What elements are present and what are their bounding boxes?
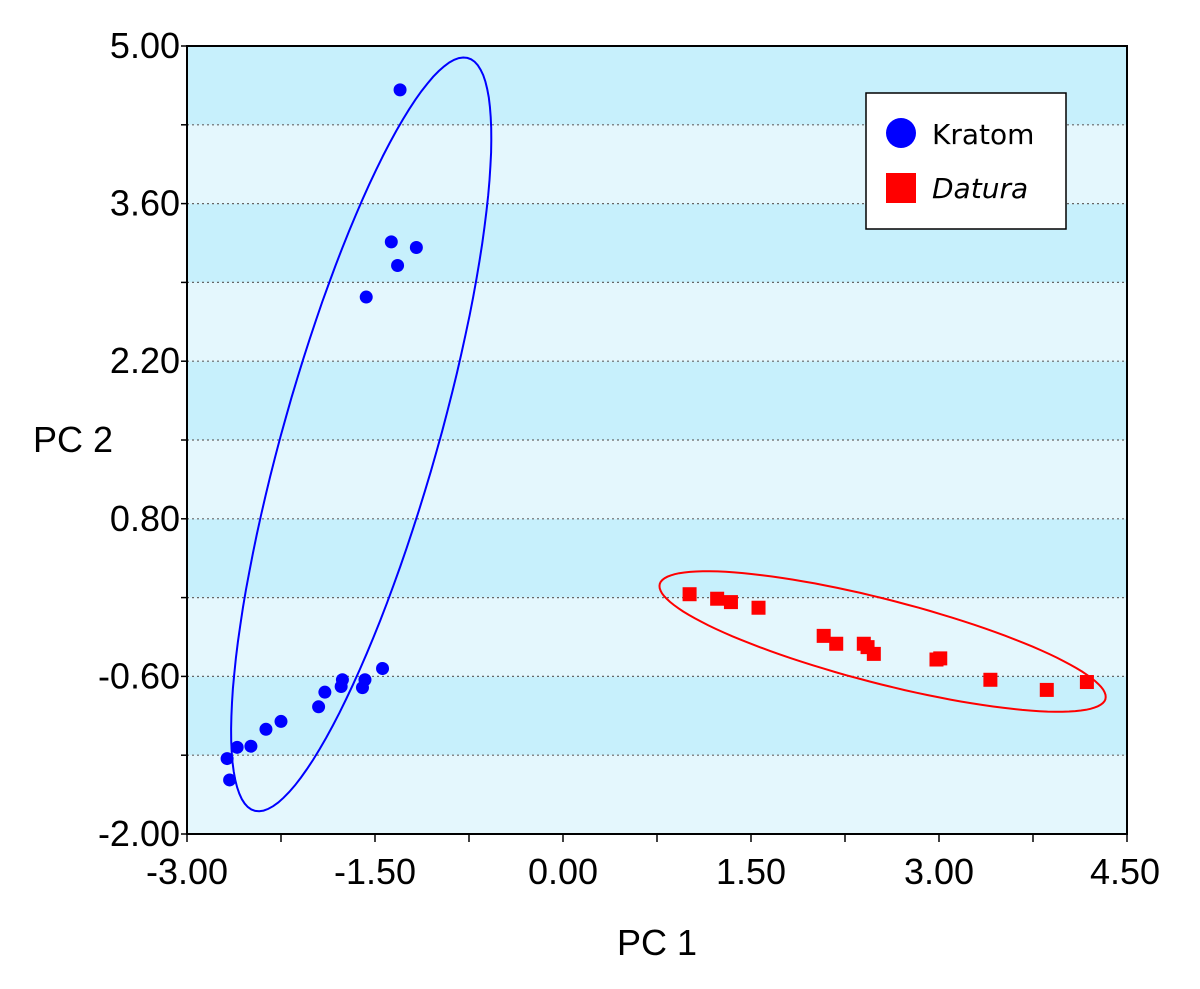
datura-point <box>682 587 697 602</box>
legend-datura-label: Datura <box>932 172 1028 205</box>
datura-point <box>1039 682 1054 697</box>
x-axis-title: PC 1 <box>617 922 697 963</box>
plot-background <box>187 46 1127 834</box>
x-tick-label: 3.00 <box>904 851 974 892</box>
kratom-point <box>220 752 234 766</box>
plot-band <box>187 361 1127 440</box>
x-tick-label: -3.00 <box>146 851 228 892</box>
y-tick-label: 2.20 <box>110 340 180 381</box>
legend-kratom-label: Kratom <box>932 118 1034 151</box>
x-tick-label: 0.00 <box>528 851 598 892</box>
datura-point <box>1079 675 1094 690</box>
datura-point <box>816 628 831 643</box>
datura-point <box>933 651 948 666</box>
legend-kratom-marker <box>886 118 916 148</box>
kratom-point <box>318 685 332 699</box>
kratom-point <box>312 700 326 714</box>
x-tick-label: 1.50 <box>716 851 786 892</box>
plot-band <box>187 440 1127 519</box>
kratom-point <box>230 740 244 754</box>
axis-ticks <box>181 45 1128 842</box>
y-axis-tick-labels: 5.00 3.60 2.20 0.80 -0.60 -2.00 <box>98 25 180 854</box>
legend-datura-marker <box>886 173 916 203</box>
y-tick-label: -2.00 <box>98 813 180 854</box>
kratom-point <box>391 259 405 273</box>
kratom-point <box>223 773 237 787</box>
datura-point <box>866 646 881 661</box>
plot-band <box>187 282 1127 362</box>
y-tick-label: 0.80 <box>110 498 180 539</box>
kratom-point <box>376 662 390 676</box>
kratom-point <box>334 680 348 694</box>
plot-band <box>187 597 1127 677</box>
kratom-point <box>355 681 369 695</box>
kratom-point <box>244 739 258 753</box>
y-axis-title: PC 2 <box>33 419 113 460</box>
data-points <box>220 83 1094 787</box>
plot-band <box>187 755 1127 834</box>
cluster-ellipses <box>230 56 1107 813</box>
legend: Kratom Datura <box>865 92 1067 230</box>
legend-box <box>865 92 1067 230</box>
datura-point <box>983 672 998 687</box>
y-tick-label: 3.60 <box>110 183 180 224</box>
y-tick-label: 5.00 <box>110 25 180 66</box>
y-tick-label: -0.60 <box>98 655 180 696</box>
kratom-cluster-ellipse <box>230 56 493 813</box>
kratom-point <box>384 235 398 249</box>
x-tick-label: -1.50 <box>334 851 416 892</box>
plot-band <box>187 518 1127 598</box>
kratom-point <box>359 290 373 304</box>
kratom-point <box>259 722 273 736</box>
datura-cluster-ellipse <box>658 570 1107 713</box>
kratom-point <box>409 241 423 255</box>
kratom-point <box>393 83 407 97</box>
kratom-point <box>274 714 288 728</box>
datura-point <box>723 595 738 610</box>
x-axis-tick-labels: -3.00 -1.50 0.00 1.50 3.00 4.50 <box>146 851 1160 892</box>
x-tick-label: 4.50 <box>1090 851 1160 892</box>
datura-point <box>829 636 844 651</box>
datura-point <box>710 591 725 606</box>
datura-point <box>751 600 766 615</box>
